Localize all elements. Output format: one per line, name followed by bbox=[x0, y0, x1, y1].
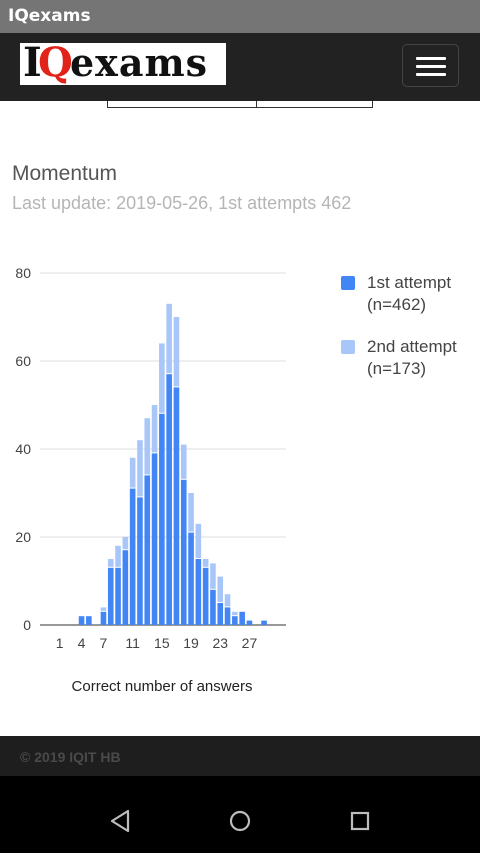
chart-bar-1st-attempt[interactable] bbox=[100, 611, 107, 625]
chart-x-tick-label: 23 bbox=[212, 635, 228, 651]
chart-bar-2nd-attempt[interactable] bbox=[202, 559, 209, 567]
status-bar: IQexams bbox=[0, 0, 480, 33]
chart-y-tick-label: 80 bbox=[15, 265, 31, 281]
results-table-bottom-edge bbox=[107, 101, 373, 108]
section-title: Momentum bbox=[12, 162, 118, 185]
chart-bar-2nd-attempt[interactable] bbox=[188, 493, 194, 532]
chart-y-tick-labels: 0 20 40 60 80 bbox=[15, 265, 31, 633]
chart-x-axis-label: Correct number of answers bbox=[72, 678, 253, 695]
chart-bar-1st-attempt[interactable] bbox=[202, 567, 209, 625]
chart-bar-1st-attempt[interactable] bbox=[239, 611, 245, 625]
chart-bar-1st-attempt[interactable] bbox=[137, 497, 143, 625]
chart-bar-2nd-attempt[interactable] bbox=[166, 303, 172, 374]
section-subtitle: Last update: 2019-05-26, 1st attempts 46… bbox=[12, 193, 352, 213]
chart-x-tick-label: 19 bbox=[183, 635, 199, 651]
table-column-divider bbox=[256, 101, 257, 108]
home-circle-icon[interactable] bbox=[229, 810, 251, 832]
chart-bar-1st-attempt[interactable] bbox=[173, 387, 180, 625]
chart-bar-2nd-attempt[interactable] bbox=[210, 563, 216, 589]
logo-letter-i: I bbox=[23, 43, 42, 85]
logo-word-exams: exams bbox=[70, 43, 209, 85]
legend-swatch-2nd-attempt bbox=[341, 340, 355, 354]
logo-letter-q: Q bbox=[38, 43, 73, 85]
chart-bar-1st-attempt[interactable] bbox=[122, 550, 129, 625]
chart-bar-2nd-attempt[interactable] bbox=[180, 444, 187, 479]
hamburger-menu-icon-bar bbox=[416, 73, 446, 76]
chart-bar-1st-attempt[interactable] bbox=[129, 488, 136, 625]
chart-x-tick-label: 27 bbox=[242, 635, 258, 651]
chart-bar-1st-attempt[interactable] bbox=[188, 532, 194, 625]
chart-bars bbox=[78, 303, 267, 625]
hamburger-menu-icon-bar bbox=[416, 65, 446, 68]
chart-bar-2nd-attempt[interactable] bbox=[129, 457, 136, 488]
legend-swatch-1st-attempt bbox=[341, 276, 355, 290]
chart-x-tick-label: 1 bbox=[56, 635, 64, 651]
chart-bar-1st-attempt[interactable] bbox=[166, 374, 172, 625]
chart-bar-1st-attempt[interactable] bbox=[151, 453, 158, 625]
chart-x-tick-label: 11 bbox=[125, 635, 140, 651]
chart-bar-1st-attempt[interactable] bbox=[86, 616, 92, 625]
chart-y-tick-label: 20 bbox=[15, 529, 31, 545]
recents-square-icon[interactable] bbox=[350, 811, 370, 831]
chart-y-tick-label: 40 bbox=[15, 441, 31, 457]
chart-y-tick-label: 0 bbox=[23, 617, 31, 633]
chart-bar-2nd-attempt[interactable] bbox=[137, 440, 143, 497]
chart-bar-2nd-attempt[interactable] bbox=[217, 576, 224, 602]
legend-label-2nd-attempt: 2nd attempt (n=173) bbox=[367, 337, 457, 378]
chart-bar-2nd-attempt[interactable] bbox=[151, 405, 158, 453]
chart-bar-1st-attempt[interactable] bbox=[78, 616, 85, 625]
chart-bar-2nd-attempt[interactable] bbox=[195, 523, 202, 558]
chart-bar-2nd-attempt[interactable] bbox=[159, 343, 165, 413]
hamburger-menu-button[interactable] bbox=[402, 44, 459, 87]
hamburger-menu-icon bbox=[416, 57, 446, 60]
chart-bar-2nd-attempt[interactable] bbox=[232, 611, 238, 616]
chart-bar-2nd-attempt[interactable] bbox=[144, 418, 151, 475]
navbar: I Q exams bbox=[0, 33, 480, 101]
chart-x-tick-labels: 1 4 7 11 15 19 23 27 bbox=[56, 635, 258, 651]
chart-bar-1st-attempt[interactable] bbox=[107, 567, 114, 625]
chart-bar-2nd-attempt[interactable] bbox=[224, 594, 231, 607]
chart-bar-1st-attempt[interactable] bbox=[232, 616, 238, 625]
answers-histogram-chart: 0 20 40 60 80 1 4 7 11 15 19 23 27 Correct number o… bbox=[15, 265, 286, 695]
chart-bar-1st-attempt[interactable] bbox=[144, 475, 151, 625]
site-logo[interactable]: I Q exams bbox=[20, 43, 226, 85]
chart-bar-2nd-attempt[interactable] bbox=[115, 545, 121, 567]
page-footer: © 2019 IQIT HB bbox=[0, 736, 480, 776]
chart-bar-1st-attempt[interactable] bbox=[115, 567, 121, 625]
chart-bar-2nd-attempt[interactable] bbox=[107, 559, 114, 567]
status-bar-title: IQexams bbox=[8, 6, 91, 26]
chart-bar-1st-attempt[interactable] bbox=[180, 479, 187, 625]
chart-x-tick-label: 4 bbox=[78, 635, 86, 651]
chart-bar-1st-attempt[interactable] bbox=[224, 607, 231, 625]
chart-bar-1st-attempt[interactable] bbox=[159, 413, 165, 625]
chart-bar-1st-attempt[interactable] bbox=[261, 620, 267, 625]
chart-bar-1st-attempt[interactable] bbox=[210, 589, 216, 625]
chart-bar-1st-attempt[interactable] bbox=[195, 559, 202, 625]
system-navigation-bar bbox=[0, 776, 480, 853]
chart-bar-2nd-attempt[interactable] bbox=[122, 537, 129, 550]
chart-x-tick-label: 15 bbox=[154, 635, 170, 651]
chart-y-tick-label: 60 bbox=[15, 353, 31, 369]
legend-label-1st-attempt: 1st attempt (n=462) bbox=[367, 273, 452, 314]
back-triangle-icon[interactable] bbox=[110, 809, 130, 833]
chart-bar-2nd-attempt[interactable] bbox=[173, 317, 180, 387]
footer-copyright: © 2019 IQIT HB bbox=[20, 749, 121, 765]
chart-bar-1st-attempt[interactable] bbox=[246, 620, 253, 625]
chart-bar-2nd-attempt[interactable] bbox=[100, 607, 107, 611]
chart-bar-1st-attempt[interactable] bbox=[217, 603, 224, 625]
chart-x-tick-label: 7 bbox=[100, 635, 108, 651]
